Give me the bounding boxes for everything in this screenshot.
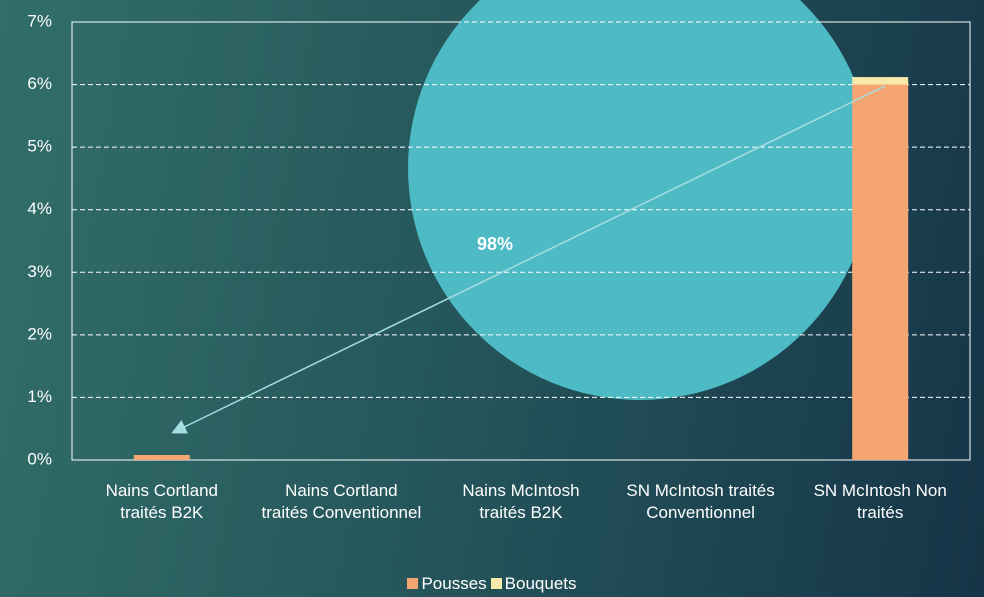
arrow	[171, 85, 886, 434]
legend-swatch	[490, 578, 502, 589]
y-tick-label: 5%	[27, 137, 52, 156]
y-tick-label: 4%	[27, 199, 52, 218]
legend-label: Pousses	[421, 574, 487, 593]
x-tick-label: SN McIntosh traités Conventionnel	[626, 481, 775, 522]
legend-item: Bouquets	[490, 574, 577, 594]
bar	[133, 454, 190, 460]
bar	[852, 84, 909, 461]
y-tick-label: 3%	[27, 262, 52, 281]
bar	[852, 77, 909, 85]
x-tick-label: Nains Cortland traités Conventionnel	[261, 481, 422, 522]
annotation: 98%	[477, 234, 513, 254]
x-tick-label: SN McIntosh Non traités	[813, 481, 947, 522]
legend-swatch	[407, 578, 419, 589]
y-tick-label: 0%	[27, 449, 52, 468]
legend: Pousses Bouquets	[0, 574, 984, 594]
x-tick-label: Nains Cortland traités B2K	[105, 481, 219, 522]
y-tick-label: 7%	[27, 11, 52, 30]
y-tick-label: 6%	[27, 74, 52, 93]
highlight-circle	[408, 0, 872, 400]
legend-label: Bouquets	[504, 574, 577, 593]
legend-item: Pousses	[407, 574, 487, 594]
x-tick-label: Nains McIntosh traités B2K	[462, 481, 580, 522]
y-tick-label: 1%	[27, 387, 52, 406]
y-tick-label: 2%	[27, 324, 52, 343]
